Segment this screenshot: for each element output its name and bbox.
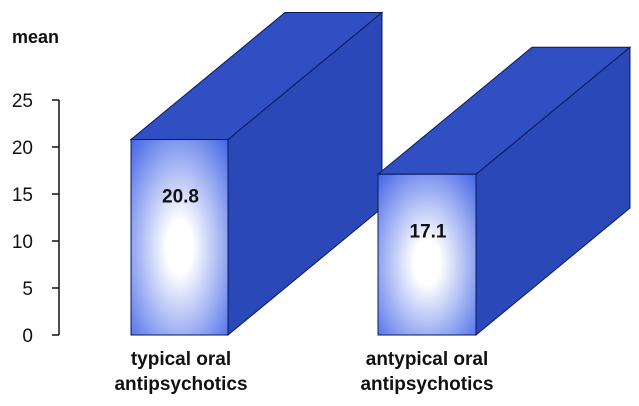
x-category-label: antypical oral antipsychotics xyxy=(360,349,493,395)
y-tick-label: 10 xyxy=(12,232,33,253)
category-labels: typical oral antipsychotics antypical oral… xyxy=(114,349,493,395)
y-axis: 0 5 10 15 20 25 xyxy=(12,91,60,347)
y-tick-label: 0 xyxy=(22,326,33,347)
bar-2: 17.1 xyxy=(376,46,632,337)
bar-value-label: 20.8 xyxy=(162,186,199,207)
y-tick-label: 20 xyxy=(12,138,33,159)
y-tick-label: 25 xyxy=(12,91,33,112)
bar-front-face xyxy=(377,173,477,336)
bar-front-face xyxy=(130,138,229,336)
y-axis-label: mean xyxy=(12,27,59,47)
x-category-label: typical oral antipsychotics xyxy=(114,349,247,395)
bars: 20.8 17.1 xyxy=(129,11,632,337)
bar-value-label: 17.1 xyxy=(410,221,447,242)
y-tick-label: 15 xyxy=(12,185,33,206)
y-tick-label: 5 xyxy=(22,279,33,300)
bar-1: 20.8 xyxy=(129,11,384,337)
